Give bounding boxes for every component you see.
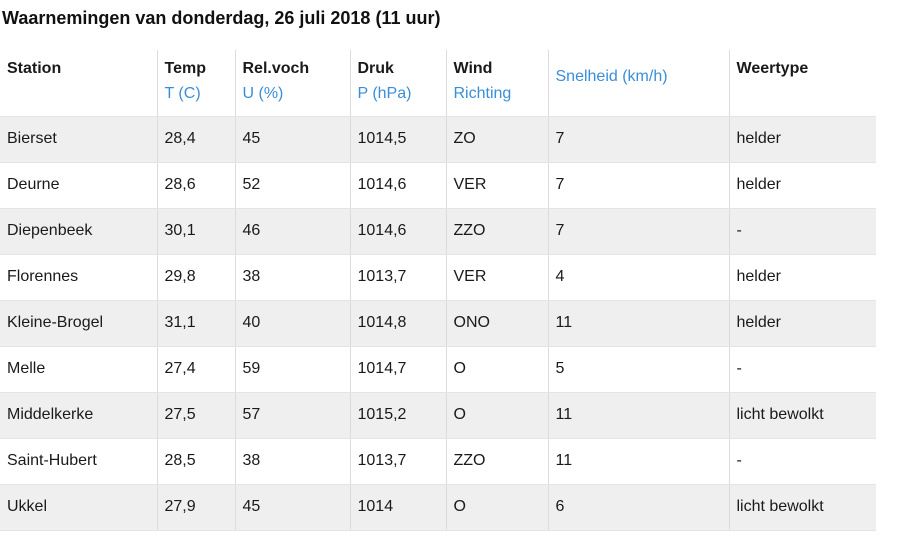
cell-pressure: 1014,6: [350, 208, 447, 255]
cell-station: Diepenbeek: [0, 208, 158, 255]
cell-pressure: 1014,5: [350, 116, 447, 163]
cell-pressure: 1015,2: [350, 392, 447, 439]
header-weather-type: Weertype: [729, 50, 876, 117]
cell-wind-direction: ZZO: [446, 438, 549, 485]
cell-wind-direction: ZZO: [446, 208, 549, 255]
cell-temp: 28,5: [157, 438, 236, 485]
table-row: Diepenbeek 30,1 46 1014,6 ZZO 7-: [0, 208, 876, 255]
cell-wind-direction: VER: [446, 162, 549, 209]
cell-wind-speed: 11: [548, 438, 730, 485]
table-row: Kleine-Brogel 31,1 40 1014,8 ONO 11 helder: [0, 300, 876, 347]
cell-station: Melle: [0, 346, 158, 393]
header-pressure-unit: P (hPa): [357, 85, 412, 102]
cell-wind-speed: 5: [548, 346, 730, 393]
cell-wind-speed: 7: [548, 208, 730, 255]
header-temp-label: Temp: [164, 60, 206, 77]
header-pressure-label: Druk: [357, 60, 394, 77]
cell-wind-direction: ZO: [446, 116, 549, 163]
cell-wind-direction: O: [446, 392, 549, 439]
header-station: Station: [0, 50, 158, 117]
cell-pressure: 1013,7: [350, 254, 447, 301]
cell-humidity: 59: [235, 346, 351, 393]
cell-station: Bierset: [0, 116, 158, 163]
cell-wind-speed: 7: [548, 116, 730, 163]
header-pressure: Druk P (hPa): [350, 50, 447, 117]
cell-humidity: 45: [235, 484, 351, 531]
header-wind-speed: Snelheid (km/h): [548, 50, 730, 117]
cell-temp: 31,1: [157, 300, 236, 347]
header-weather-type-label: Weertype: [736, 60, 809, 77]
cell-wind-direction: O: [446, 346, 549, 393]
header-humidity: Rel.voch U (%): [235, 50, 351, 117]
cell-humidity: 57: [235, 392, 351, 439]
table-row: Saint-Hubert 28,5 38 1013,7 ZZO 11-: [0, 438, 876, 485]
cell-pressure: 1014,8: [350, 300, 447, 347]
cell-pressure: 1014,6: [350, 162, 447, 209]
header-wind-direction-unit: Richting: [453, 85, 512, 102]
cell-pressure: 1013,7: [350, 438, 447, 485]
cell-station: Deurne: [0, 162, 158, 209]
cell-temp: 28,4: [157, 116, 236, 163]
cell-weather-type: helder: [729, 116, 876, 163]
cell-station: Ukkel: [0, 484, 158, 531]
cell-wind-speed: 11: [548, 300, 730, 347]
cell-wind-speed: 4: [548, 254, 730, 301]
cell-station: Florennes: [0, 254, 158, 301]
observations-table: Station Temp T (C) Rel.voch U (%) Druk P…: [0, 50, 876, 531]
cell-weather-type: -: [729, 346, 876, 393]
cell-weather-type: helder: [729, 254, 876, 301]
header-temp-unit: T (C): [164, 85, 201, 102]
header-humidity-unit: U (%): [242, 85, 284, 102]
cell-weather-type: -: [729, 438, 876, 485]
header-wind-speed-spacer: [556, 60, 723, 61]
cell-temp: 29,8: [157, 254, 236, 301]
table-body: Bierset 28,4 45 1014,5 ZO 7 helder Deurne 28,6 52…: [0, 116, 876, 531]
cell-weather-type: licht bewolkt: [729, 392, 876, 439]
cell-humidity: 52: [235, 162, 351, 209]
cell-humidity: 40: [235, 300, 351, 347]
header-wind-speed-unit: Snelheid (km/h): [555, 68, 668, 85]
cell-wind-direction: O: [446, 484, 549, 531]
cell-temp: 30,1: [157, 208, 236, 255]
cell-temp: 27,5: [157, 392, 236, 439]
table-row: Melle 27,4 59 1014,7 O 5-: [0, 346, 876, 393]
cell-temp: 27,9: [157, 484, 236, 531]
cell-humidity: 45: [235, 116, 351, 163]
cell-wind-direction: VER: [446, 254, 549, 301]
cell-station: Middelkerke: [0, 392, 158, 439]
cell-wind-speed: 11: [548, 392, 730, 439]
header-temp: Temp T (C): [157, 50, 236, 117]
cell-weather-type: -: [729, 208, 876, 255]
cell-wind-direction: ONO: [446, 300, 549, 347]
cell-humidity: 38: [235, 438, 351, 485]
cell-station: Saint-Hubert: [0, 438, 158, 485]
cell-wind-speed: 7: [548, 162, 730, 209]
header-station-label: Station: [7, 60, 62, 77]
cell-wind-speed: 6: [548, 484, 730, 531]
header-humidity-label: Rel.voch: [242, 60, 310, 77]
table-row: Ukkel 27,9 45 1014 O 6 licht bewolkt: [0, 484, 876, 531]
header-wind-label: Wind: [453, 60, 493, 77]
table-header-row: Station Temp T (C) Rel.voch U (%) Druk P…: [0, 50, 876, 117]
cell-temp: 28,6: [157, 162, 236, 209]
cell-humidity: 46: [235, 208, 351, 255]
table-row: Deurne 28,6 52 1014,6 VER 7 helder: [0, 162, 876, 209]
cell-station: Kleine-Brogel: [0, 300, 158, 347]
table-row: Florennes 29,8 38 1013,7 VER 4 helder: [0, 254, 876, 301]
cell-weather-type: licht bewolkt: [729, 484, 876, 531]
page-title: Waarnemingen van donderdag, 26 juli 2018…: [2, 8, 441, 28]
table-row: Middelkerke 27,5 57 1015,2 O 11 licht bewolkt: [0, 392, 876, 439]
cell-pressure: 1014,7: [350, 346, 447, 393]
cell-humidity: 38: [235, 254, 351, 301]
cell-temp: 27,4: [157, 346, 236, 393]
cell-weather-type: helder: [729, 162, 876, 209]
cell-weather-type: helder: [729, 300, 876, 347]
table-row: Bierset 28,4 45 1014,5 ZO 7 helder: [0, 116, 876, 163]
header-wind-direction: Wind Richting: [446, 50, 549, 117]
cell-pressure: 1014: [350, 484, 447, 531]
